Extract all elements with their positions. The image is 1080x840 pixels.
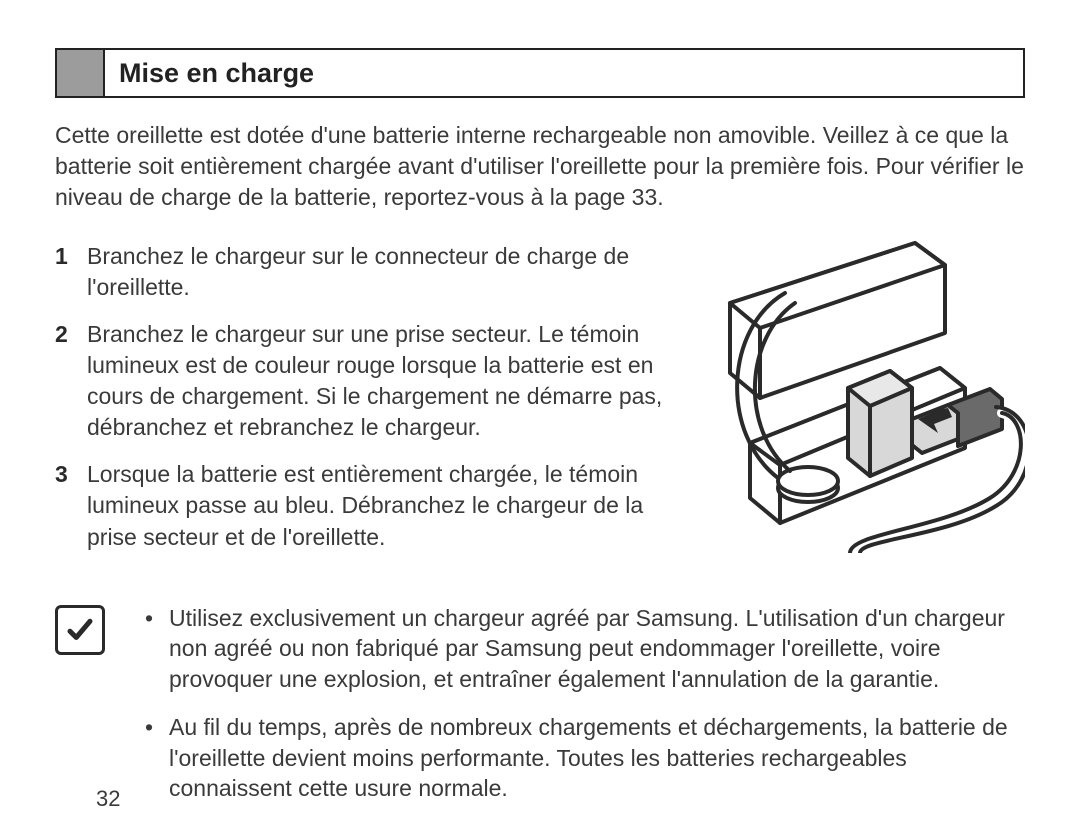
manual-page: Mise en charge Cette oreillette est doté… xyxy=(0,0,1080,840)
note-text: Utilisez exclusivement un chargeur agréé… xyxy=(169,603,1025,695)
step-item: 3 Lorsque la batterie est entièrement ch… xyxy=(55,459,680,552)
steps-list: 1 Branchez le chargeur sur le connecteur… xyxy=(55,241,680,568)
step-text: Lorsque la batterie est entièrement char… xyxy=(87,459,680,552)
section-heading-bar: Mise en charge xyxy=(55,48,1025,98)
bullet-icon: • xyxy=(145,603,169,695)
step-number: 3 xyxy=(55,459,87,552)
steps-row: 1 Branchez le chargeur sur le connecteur… xyxy=(55,241,1025,568)
step-text: Branchez le chargeur sur le connecteur d… xyxy=(87,241,680,303)
note-item: • Au fil du temps, après de nombreux cha… xyxy=(145,712,1025,804)
page-number: 32 xyxy=(96,786,120,812)
step-item: 1 Branchez le chargeur sur le connecteur… xyxy=(55,241,680,303)
heading-grey-tab xyxy=(57,50,105,96)
charging-illustration xyxy=(690,233,1025,558)
bullet-icon: • xyxy=(145,712,169,804)
notes-list: • Utilisez exclusivement un chargeur agr… xyxy=(145,603,1025,822)
step-text: Branchez le chargeur sur une prise secte… xyxy=(87,319,680,443)
note-text: Au fil du temps, après de nombreux charg… xyxy=(169,712,1025,804)
intro-paragraph: Cette oreillette est dotée d'une batteri… xyxy=(55,120,1025,213)
step-number: 1 xyxy=(55,241,87,303)
checkmark-box-icon xyxy=(55,605,105,655)
step-number: 2 xyxy=(55,319,87,443)
section-title: Mise en charge xyxy=(105,50,314,96)
step-item: 2 Branchez le chargeur sur une prise sec… xyxy=(55,319,680,443)
notes-section: • Utilisez exclusivement un chargeur agr… xyxy=(55,603,1025,822)
note-item: • Utilisez exclusivement un chargeur agr… xyxy=(145,603,1025,695)
headset-charger-svg xyxy=(690,233,1025,553)
